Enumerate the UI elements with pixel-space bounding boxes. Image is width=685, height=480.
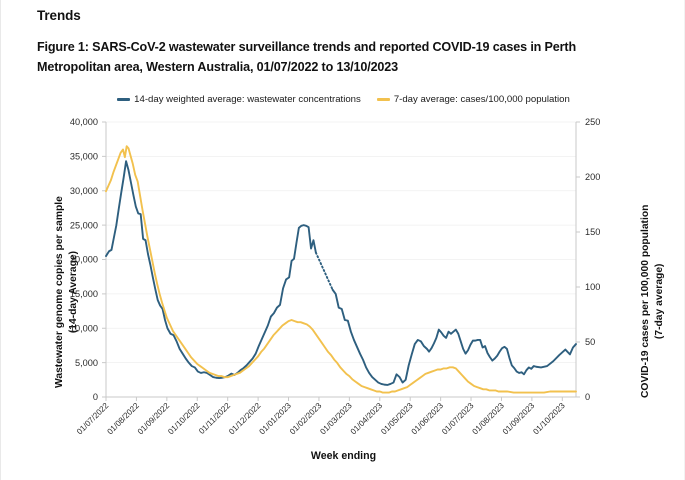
y-axis-left-tick-label: 25,000 — [70, 220, 98, 230]
legend-label-wastewater: 14-day weighted average: wastewater conc… — [134, 94, 361, 105]
y-axis-left-tick-label: 10,000 — [70, 323, 98, 333]
legend-swatch-wastewater — [117, 98, 131, 101]
x-axis-tick-label: 01/10/2023 — [531, 401, 567, 437]
series-wastewater — [105, 160, 577, 386]
series-line-dotted-gap — [314, 251, 334, 291]
y-axis-left-tick-label: 5,000 — [75, 358, 98, 368]
series-cases — [105, 145, 577, 394]
legend-swatch-cases — [376, 98, 390, 101]
x-axis-title: Week ending — [310, 450, 377, 462]
x-axis-tick-label: 01/10/2022 — [166, 401, 202, 437]
chart-legend: 14-day weighted average: wastewater conc… — [1, 94, 685, 105]
section-heading: Trends — [37, 8, 81, 23]
y-axis-right-tick-label: 250 — [585, 117, 600, 127]
y-axis-left-tick-label: 30,000 — [70, 186, 98, 196]
series-line-continued — [331, 288, 577, 386]
chart-plot: 0 5,000 10,000 15,000 20,000 25,000 30,000 35,0… — [70, 117, 600, 437]
series-line — [105, 145, 577, 394]
y-axis-left-tick-label: 35,000 — [70, 152, 98, 162]
y-axis-right-tick-label: 150 — [585, 227, 600, 237]
legend-item-wastewater: 14-day weighted average: wastewater conc… — [117, 94, 361, 105]
y-axis-left-tick-label: 20,000 — [70, 255, 98, 265]
y-axis-right-tick-label: 50 — [585, 337, 595, 347]
y-axis-left-tick-label: 40,000 — [70, 117, 98, 127]
chart-area: Wastewater genome copies per sample (14-… — [1, 110, 685, 480]
y-axis-right-tick-label: 100 — [585, 282, 600, 292]
y-axis-right-tick-label: 0 — [585, 392, 590, 402]
legend-label-cases: 7-day average: cases/100,000 population — [393, 94, 570, 105]
y-axis-left-tick-label: 0 — [93, 392, 98, 402]
y-axis-left-tick-label: 15,000 — [70, 289, 98, 299]
series-line — [105, 160, 317, 380]
figure-title: Figure 1: SARS-CoV-2 wastewater surveill… — [37, 40, 577, 74]
legend-item-cases: 7-day average: cases/100,000 population — [376, 94, 570, 105]
y-axis-right-tick-label: 200 — [585, 172, 600, 182]
